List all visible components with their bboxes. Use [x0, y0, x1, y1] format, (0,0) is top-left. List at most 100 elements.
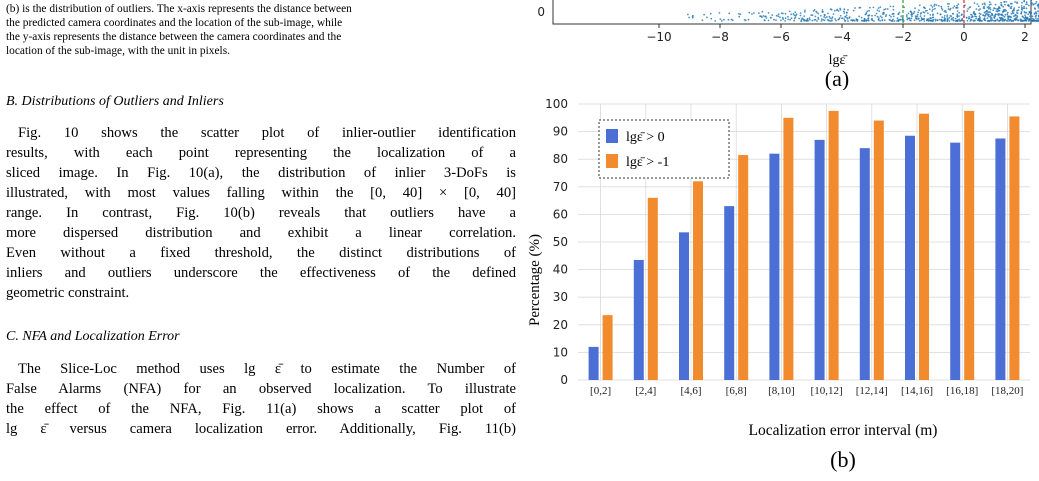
- scatter-point: [687, 13, 689, 16]
- scatter-point: [1030, 0, 1033, 2]
- scatter-point: [933, 5, 936, 7]
- scatter-point: [817, 12, 820, 15]
- scatter-point: [1007, 15, 1010, 18]
- scatter-point: [1035, 11, 1037, 13]
- scatter-point: [770, 16, 772, 19]
- scatter-point: [991, 14, 994, 17]
- scatter-point: [989, 16, 992, 18]
- scatter-point: [820, 18, 823, 20]
- scatter-point: [1009, 18, 1012, 21]
- scatter-point: [858, 6, 861, 9]
- scatter-point: [918, 9, 920, 12]
- scatter-point: [966, 10, 969, 13]
- scatter-point: [877, 17, 880, 20]
- scatter-point: [771, 14, 774, 16]
- scatter-point: [775, 19, 777, 21]
- scatter-point: [1027, 13, 1030, 16]
- scatter-point: [1014, 19, 1017, 21]
- scatter-point: [1024, 14, 1026, 16]
- scatter-point: [912, 12, 915, 15]
- y-tick-label: 50: [553, 235, 568, 249]
- scatter-point: [719, 18, 722, 20]
- scatter-point: [759, 15, 761, 17]
- scatter-point: [952, 16, 955, 19]
- scatter-point: [731, 19, 734, 22]
- body-text-line: inliers and outliers underscore the effe…: [6, 265, 516, 281]
- scatter-point: [1028, 4, 1030, 7]
- scatter-point: [1000, 18, 1003, 21]
- scatter-point: [969, 18, 972, 21]
- scatter-point: [868, 9, 870, 12]
- body-text-line: the effect of the NFA, Fig. 11(a) shows …: [6, 401, 516, 417]
- scatter-point: [723, 18, 725, 21]
- x-tick-label: 2: [1021, 30, 1029, 44]
- scatter-point: [813, 9, 816, 11]
- scatter-point: [811, 14, 814, 16]
- scatter-point: [1004, 3, 1006, 6]
- body-text-line: Fig. 10 shows the scatter plot of inlier…: [18, 125, 516, 141]
- y-tick-label: 40: [553, 263, 568, 277]
- scatter-point: [808, 18, 811, 21]
- scatter-point: [994, 3, 997, 6]
- legend-swatch-blue: [606, 129, 618, 143]
- scatter-point: [823, 13, 826, 16]
- scatter-point: [931, 19, 934, 22]
- scatter-point: [940, 5, 943, 8]
- scatter-point: [978, 15, 981, 18]
- scatter-point: [1037, 10, 1039, 13]
- scatter-point: [1033, 20, 1036, 22]
- scatter-point: [965, 16, 968, 19]
- scatter-point: [1020, 11, 1023, 13]
- scatter-point: [874, 14, 876, 17]
- scatter-point: [850, 19, 852, 21]
- scatter-point: [923, 17, 925, 20]
- scatter-point: [890, 15, 892, 18]
- scatter-point: [977, 17, 980, 20]
- scatter-point: [1025, 3, 1027, 6]
- scatter-point: [877, 7, 880, 9]
- scatter-point: [933, 3, 936, 6]
- scatter-point: [902, 18, 905, 21]
- scatter-point: [1012, 20, 1014, 22]
- y-tick-label: 80: [553, 152, 568, 166]
- scatter-point: [828, 15, 831, 18]
- scatter-point: [971, 14, 973, 16]
- scatter-point: [1005, 1, 1008, 3]
- scatter-point: [1029, 18, 1032, 21]
- scatter-point: [928, 8, 931, 11]
- figure-label-a: (a): [825, 66, 849, 90]
- scatter-point: [875, 12, 878, 15]
- scatter-point: [1025, 1, 1028, 4]
- scatter-point: [903, 6, 905, 9]
- body-text-line: sliced image. In Fig. 10(a), the distrib…: [6, 165, 516, 181]
- scatter-point: [913, 10, 916, 13]
- scatter-point: [701, 19, 704, 22]
- scatter-point: [804, 9, 806, 12]
- scatter-point: [969, 20, 972, 22]
- scatter-point: [852, 9, 855, 12]
- scatter-point: [827, 12, 829, 15]
- scatter-point: [908, 17, 911, 19]
- scatter-point: [1008, 19, 1011, 22]
- scatter-point: [853, 19, 856, 22]
- scatter-point: [882, 12, 885, 15]
- scatter-point: [1003, 19, 1006, 22]
- scatter-point: [1000, 4, 1003, 7]
- scatter-point: [821, 9, 824, 11]
- scatter-point: [956, 20, 958, 22]
- scatter-point: [925, 19, 928, 22]
- bars: [588, 110, 1020, 381]
- scatter-point: [966, 19, 969, 22]
- scatter-point: [988, 1, 991, 4]
- scatter-point: [878, 10, 881, 13]
- y-tick-label: 0: [560, 373, 568, 387]
- scatter-point: [1006, 20, 1009, 22]
- scatter-point: [806, 18, 809, 20]
- scatter-point: [913, 19, 916, 22]
- body-text-line: results, with each point representing th…: [6, 145, 516, 161]
- scatter-point: [1034, 7, 1036, 10]
- scatter-point: [747, 18, 750, 21]
- scatter-point: [1028, 11, 1031, 14]
- scatter-point: [793, 14, 796, 17]
- scatter-point: [867, 19, 870, 22]
